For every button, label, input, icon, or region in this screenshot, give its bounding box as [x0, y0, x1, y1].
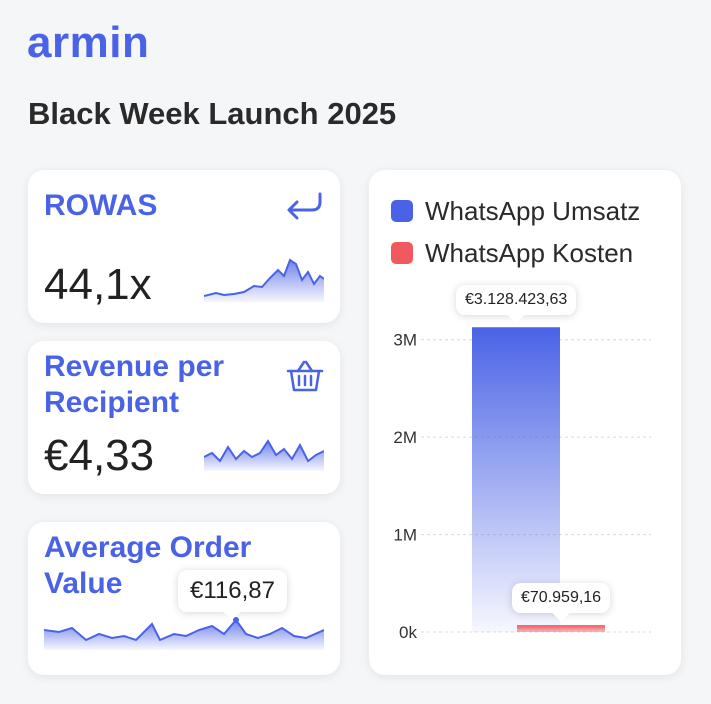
legend-swatch-kosten [391, 242, 413, 264]
rowas-value: 44,1x [44, 260, 152, 309]
rowas-sparkline [204, 258, 324, 302]
rpr-sparkline [204, 439, 324, 471]
bar-kosten [517, 625, 605, 632]
bar-label-umsatz: €3.128.423,63 [456, 285, 577, 316]
bar-umsatz [472, 327, 560, 632]
legend-label-kosten: WhatsApp Kosten [425, 238, 634, 268]
y-tick-label: 1M [393, 526, 417, 545]
rpr-value: €4,33 [44, 431, 155, 480]
y-tick-label: 3M [393, 331, 417, 350]
rowas-card: ROWAS 44,1x [28, 170, 340, 323]
aov-sparkline [44, 617, 324, 650]
rowas-label: ROWAS [44, 189, 158, 222]
page-title: Black Week Launch 2025 [28, 96, 397, 131]
revenue-per-recipient-card: Revenue per Recipient €4,33 [28, 341, 340, 494]
aov-value-tooltip: €116,87 [178, 570, 287, 612]
aov-label: Average Order Value [44, 531, 252, 600]
legend-swatch-umsatz [391, 200, 413, 222]
legend-umsatz: WhatsApp Umsatz [391, 196, 640, 227]
rpr-label: Revenue per Recipient [44, 350, 225, 419]
armin-logo: armin [27, 18, 150, 67]
legend-label-umsatz: WhatsApp Umsatz [425, 196, 641, 226]
average-order-value-card: Average Order Value €116,87 [28, 522, 340, 675]
return-arrow-icon [284, 190, 324, 227]
basket-icon [286, 359, 324, 398]
bar-chart: 0k 1M 2M 3M [393, 327, 651, 642]
y-tick-label: 2M [393, 428, 417, 447]
channel-chart-card: WhatsApp Umsatz WhatsApp Kosten 0k 1M 2M 3M… [369, 170, 681, 675]
legend-kosten: WhatsApp Kosten [391, 238, 633, 269]
bar-label-kosten: €70.959,16 [512, 583, 611, 614]
y-tick-label: 0k [399, 623, 417, 642]
